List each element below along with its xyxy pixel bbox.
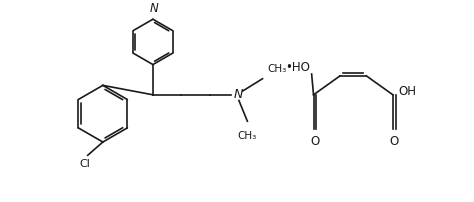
Text: N: N	[149, 2, 158, 15]
Text: N: N	[233, 88, 243, 101]
Text: •HO: •HO	[285, 61, 310, 74]
Text: O: O	[310, 135, 319, 148]
Text: O: O	[390, 135, 399, 148]
Text: OH: OH	[399, 85, 417, 98]
Text: Cl: Cl	[80, 159, 91, 169]
Text: CH₃: CH₃	[238, 131, 257, 141]
Text: CH₃: CH₃	[267, 64, 286, 74]
